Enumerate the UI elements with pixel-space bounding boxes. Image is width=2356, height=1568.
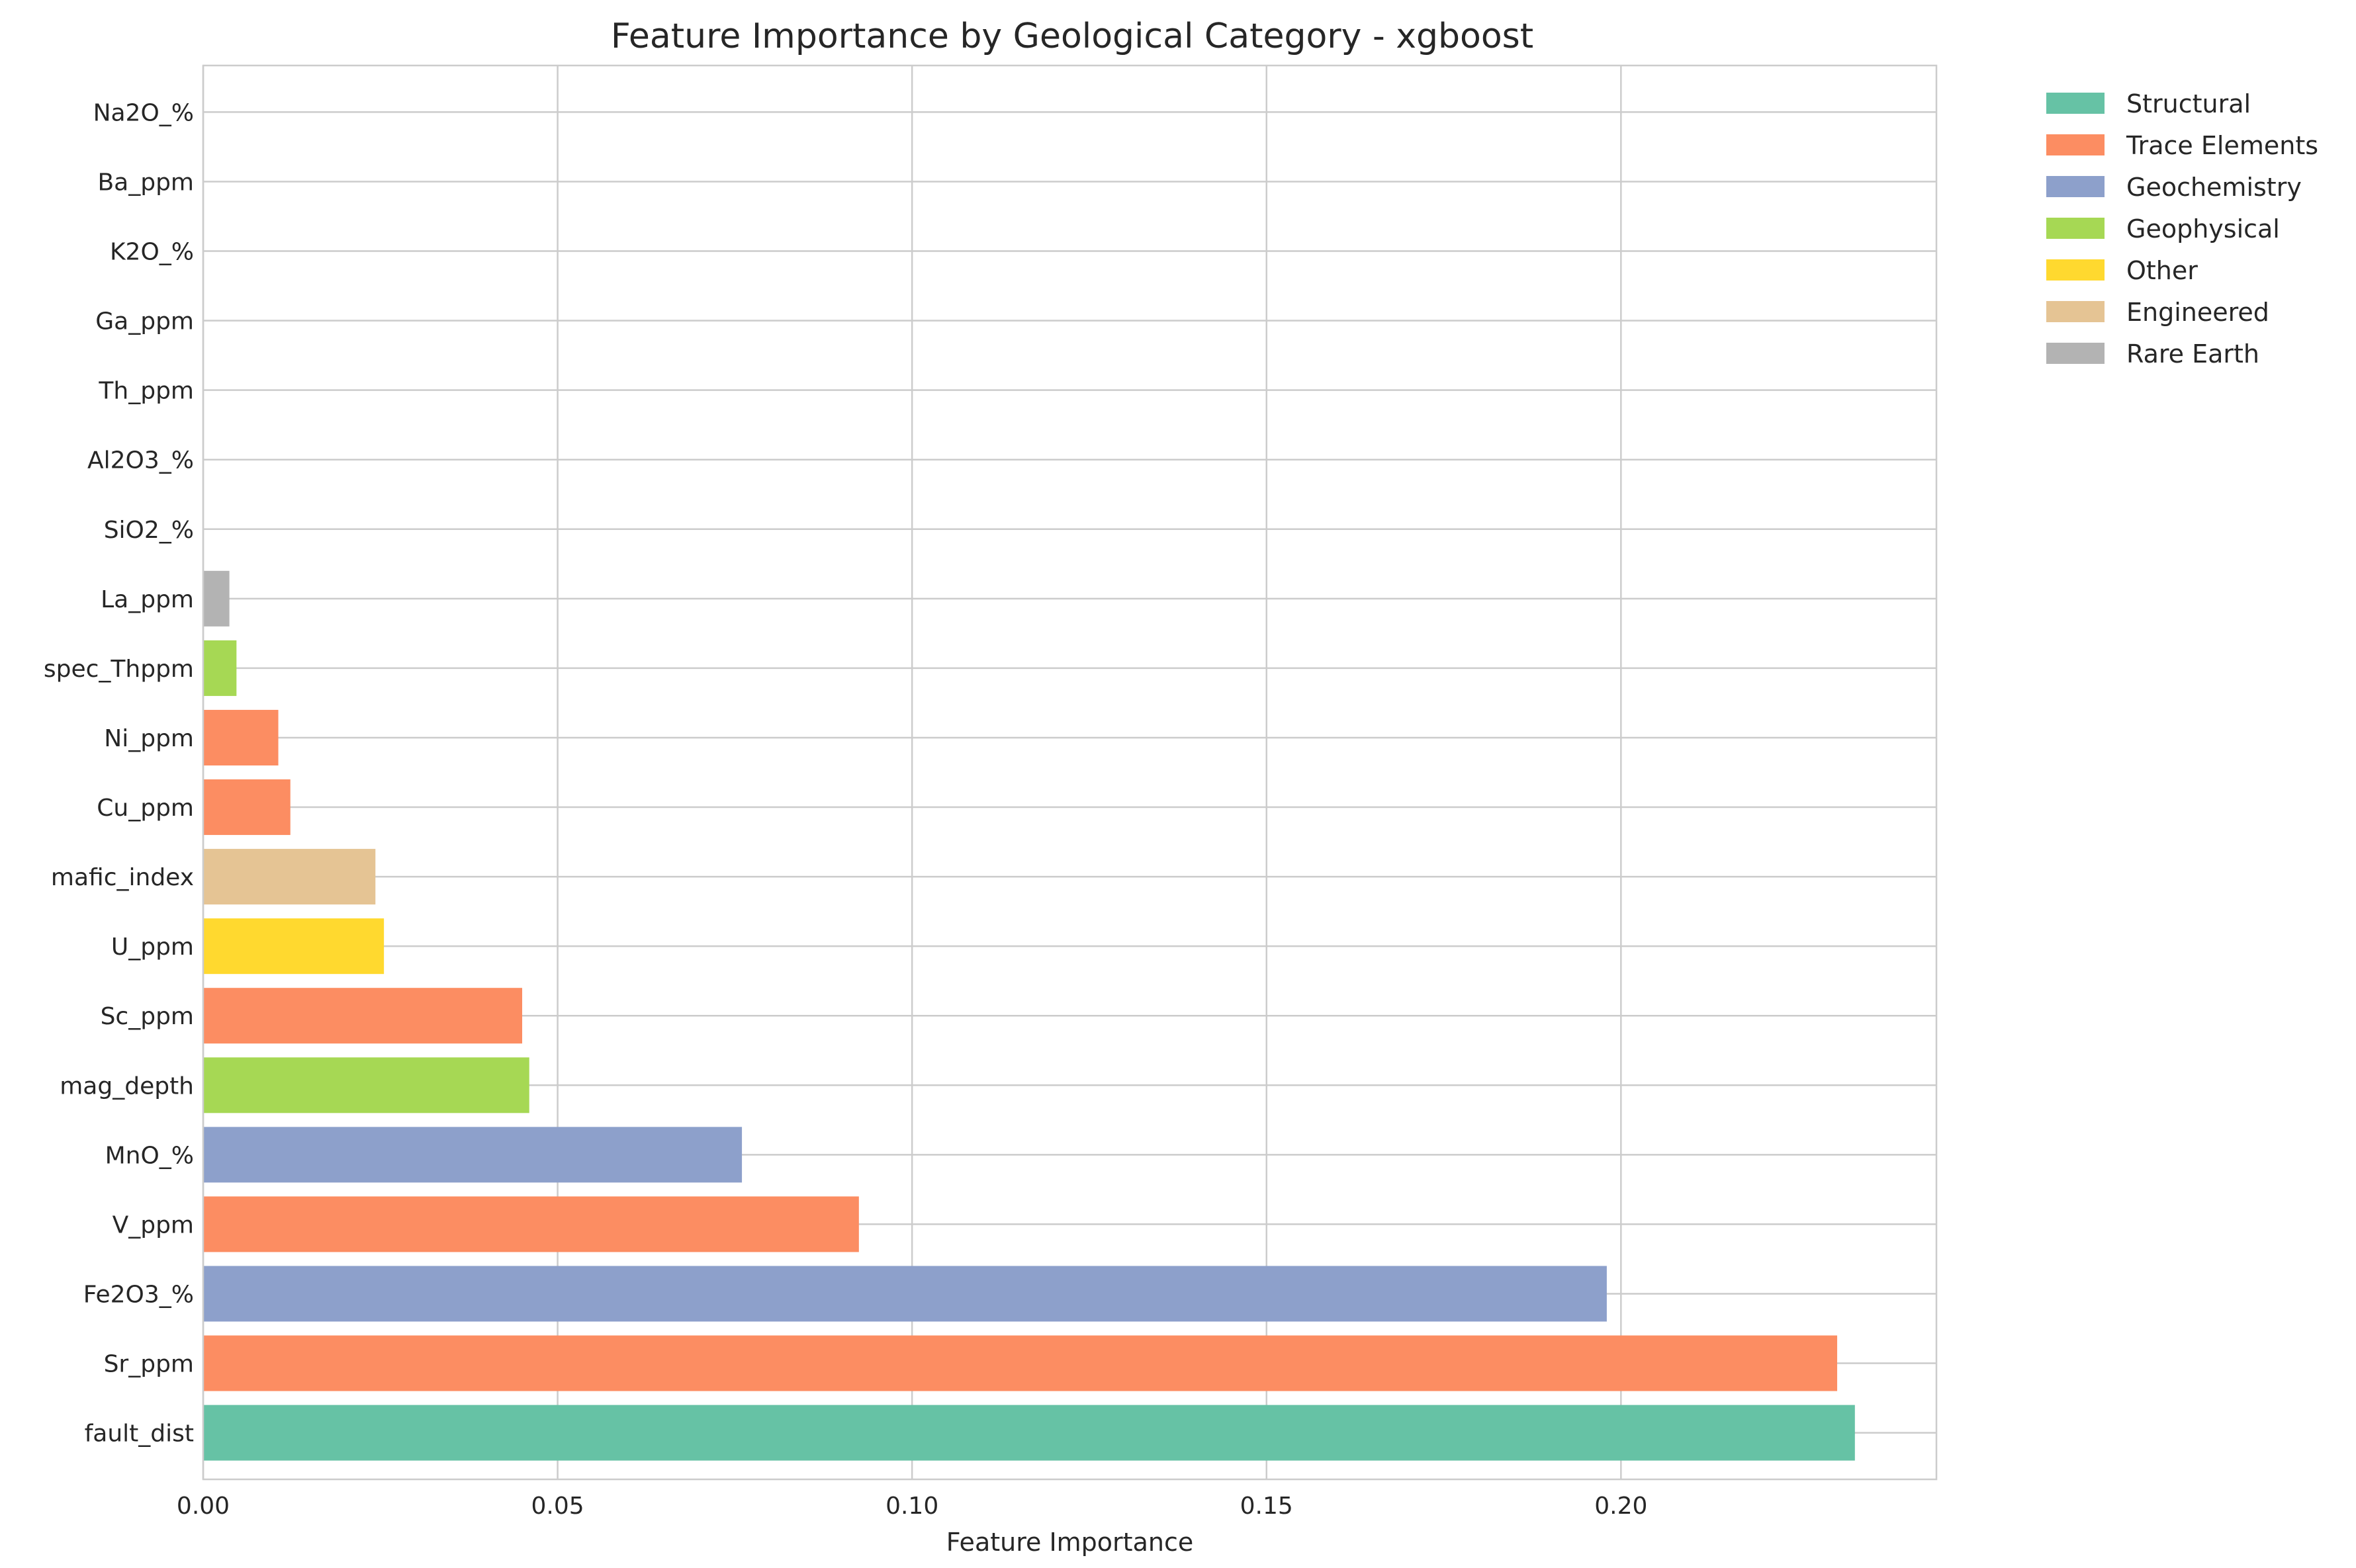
bar-la-ppm [203,570,230,627]
x-tick-label: 0.05 [531,1493,584,1520]
legend-swatch [2046,176,2105,197]
bar-mafic-index [203,849,376,905]
bar-sr-ppm [203,1335,1838,1391]
y-tick-label: Th_ppm [98,378,194,405]
y-tick-label: SiO2_% [104,517,194,544]
x-tick-label: 0.20 [1594,1493,1647,1520]
y-tick-label: La_ppm [101,586,194,613]
legend-swatch [2046,301,2105,322]
y-tick-label: Al2O3_% [87,447,194,474]
bar-mno- [203,1127,743,1183]
legend-swatch [2046,93,2105,114]
bar-fe2o3- [203,1266,1607,1322]
y-tick-label: Ni_ppm [104,725,194,752]
legend-label: Geophysical [2126,214,2280,243]
y-tick-label: Ba_ppm [97,169,194,196]
bar-ni-ppm [203,709,279,765]
y-tick-label: Fe2O3_% [83,1281,194,1308]
legend-swatch [2046,343,2105,364]
y-tick-label: U_ppm [111,934,194,961]
legend: Structural Trace Elements Geochemistry Geop… [2046,89,2318,369]
x-axis-label: Feature Importance [946,1528,1193,1557]
x-tick-label: 0.10 [885,1493,938,1520]
bar-spec-thppm [203,640,237,696]
legend-swatch [2046,259,2105,281]
bar-cu-ppm [203,779,291,836]
legend-label: Other [2126,256,2198,285]
y-tick-label: Na2O_% [93,99,194,126]
y-tick-label: mafic_index [51,864,194,891]
plot-frame [202,64,1938,1481]
legend-swatch [2046,134,2105,155]
y-tick-label: MnO_% [105,1142,194,1169]
chart-title: Feature Importance by Geological Categor… [611,17,1533,56]
y-tick-label: spec_Thppm [44,656,194,683]
x-tick-label: 0.00 [177,1493,230,1520]
bar-u-ppm [203,918,385,975]
legend-label: Rare Earth [2126,339,2259,369]
plot-area: fault_dist Sr_ppm Fe2O3_% V_ppm MnO_% mag_dep… [44,64,1938,1557]
y-tick-label: Ga_ppm [95,308,194,335]
y-tick-label: K2O_% [110,239,194,266]
y-tick-label: Cu_ppm [97,795,194,822]
bar-sc-ppm [203,988,523,1044]
y-tick-label: Sc_ppm [101,1003,194,1030]
y-tick-label: mag_depth [60,1072,194,1100]
legend-label: Geochemistry [2126,173,2302,202]
y-tick-label: Sr_ppm [104,1351,194,1378]
legend-swatch [2046,218,2105,239]
bar-mag-depth [203,1057,529,1113]
legend-label: Engineered [2126,298,2269,327]
legend-label: Trace Elements [2126,131,2318,160]
bar-fault-dist [203,1405,1855,1461]
bar-v-ppm [203,1196,859,1252]
legend-label: Structural [2126,89,2251,118]
y-tick-label: fault_dist [85,1420,194,1448]
x-tick-label: 0.15 [1240,1493,1293,1520]
y-tick-label: V_ppm [113,1211,194,1239]
